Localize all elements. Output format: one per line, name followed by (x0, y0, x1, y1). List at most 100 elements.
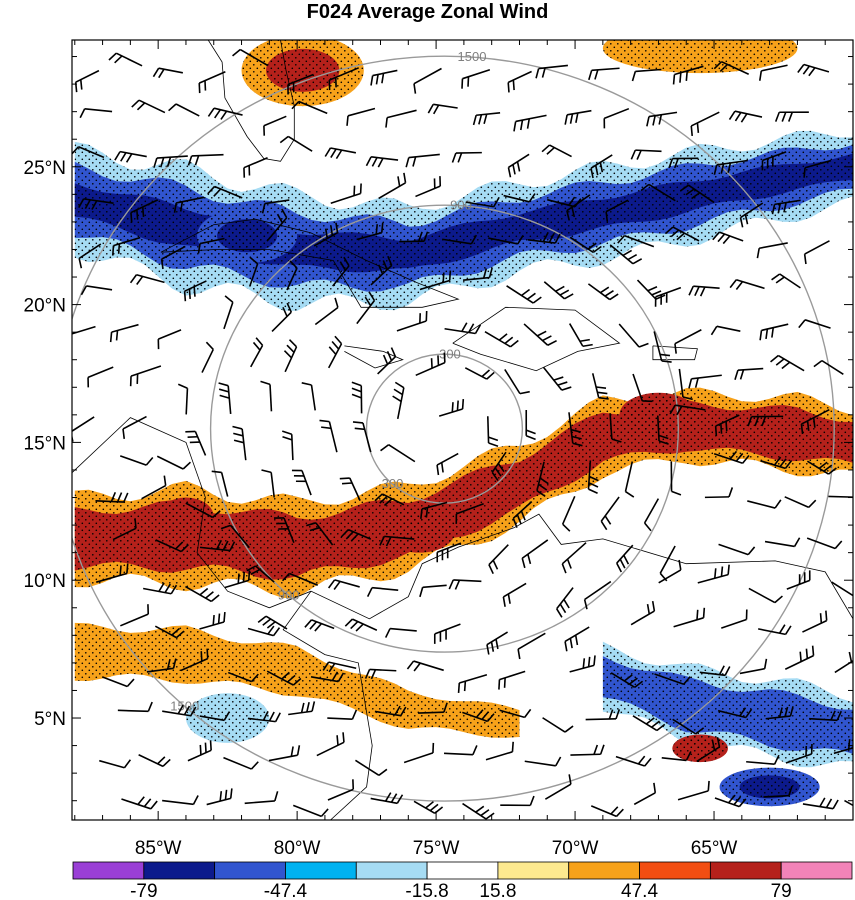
wind-barb (569, 236, 602, 254)
wind-barb (438, 398, 465, 417)
wind-barb (436, 452, 459, 476)
wind-barb (271, 302, 293, 332)
colorbar-swatch (497, 861, 570, 880)
wind-barb (415, 176, 442, 198)
wind-barb (310, 671, 345, 683)
wind-barb (291, 469, 312, 496)
wind-barb (306, 522, 334, 546)
wind-barb (384, 627, 417, 638)
wind-barb (486, 416, 499, 448)
wind-barb (72, 146, 105, 159)
wind-barb (232, 425, 247, 461)
lon-label: 75°W (413, 838, 460, 859)
wind-barb (678, 368, 693, 401)
wind-barb (119, 455, 154, 466)
wind-barb (418, 702, 448, 714)
wind-barb (784, 496, 817, 509)
wind-barb (455, 503, 484, 524)
wind-barb (764, 537, 801, 548)
wind-barb (442, 234, 478, 245)
wind-barb (802, 797, 839, 810)
wind-barb (465, 197, 500, 208)
wind-barb (502, 582, 527, 607)
wind-barb (605, 199, 629, 222)
wind-barb (615, 755, 652, 767)
wind-barb (143, 582, 178, 595)
wind-barb (260, 380, 273, 412)
wind-barb (653, 331, 672, 363)
wind-barb (813, 359, 844, 376)
wind-barb (327, 709, 358, 720)
wind-barb (712, 231, 744, 245)
wind-barb (618, 323, 649, 348)
wind-barb (444, 745, 478, 756)
wind-barb (800, 408, 830, 435)
northern-easterly-jet-stipple (74, 130, 853, 311)
wind-barb (457, 673, 488, 693)
wind-barb (185, 430, 207, 456)
florida-westerly-stipple (241, 40, 364, 107)
wind-barb (351, 381, 363, 414)
wind-barb (227, 671, 259, 683)
lat-label: 10°N (24, 571, 66, 592)
lon-label: 65°W (691, 838, 738, 859)
wind-barb (257, 615, 288, 630)
wind-barb (770, 354, 805, 372)
wind-barb (405, 153, 440, 168)
colorbar-label: -47.4 (264, 881, 308, 900)
map-title: F024 Average Zonal Wind (306, 1, 549, 23)
range-ring-1500 (72, 55, 835, 802)
sw-easterly-patch-stipple (185, 693, 270, 743)
wind-barb (87, 366, 114, 388)
lon-label: 70°W (552, 838, 599, 859)
wind-barb (322, 661, 357, 673)
wind-barb (78, 198, 114, 210)
wind-barb (433, 623, 461, 644)
wind-barb (760, 456, 793, 470)
wind-barb (771, 199, 801, 215)
wind-barb (211, 470, 229, 497)
wind-barb (806, 537, 843, 550)
wind-barb (461, 68, 491, 89)
wind-barb (588, 67, 620, 81)
colorbar-swatch (143, 861, 216, 880)
coastline-layer (72, 40, 853, 820)
wind-barb (120, 604, 150, 627)
wind-barb (746, 754, 780, 766)
wind-barb (590, 805, 624, 818)
wind-barb (111, 236, 141, 256)
wind-barb (603, 107, 630, 129)
wind-barb (714, 414, 740, 437)
wind-barb (247, 710, 281, 723)
ring-label-300: 300 (439, 346, 461, 361)
wind-barb (568, 323, 593, 348)
wind-barb (168, 103, 200, 117)
wind-barb (756, 242, 788, 259)
wind-barb (95, 563, 129, 583)
wind-barb (162, 704, 197, 717)
ring-label-300: 300 (382, 476, 404, 491)
wind-barb (499, 708, 532, 719)
wind-barb (507, 153, 530, 178)
wind-barb (346, 107, 376, 126)
ring-label-1500: 1500 (458, 49, 487, 64)
wind-barb (117, 701, 153, 713)
wind-barb (366, 586, 399, 597)
wind-barb (352, 421, 372, 453)
wind-barb (206, 788, 233, 806)
south-westerly-core-stipple (672, 734, 728, 763)
wind-barb (699, 665, 731, 677)
colorbar-swatch (355, 861, 428, 880)
wind-barb (301, 382, 316, 411)
wind-barb (831, 581, 853, 597)
wind-barb (370, 255, 393, 286)
wind-barb (286, 260, 298, 291)
colorbar-swatch (780, 861, 853, 880)
lon-label: 80°W (274, 838, 321, 859)
wind-barb (80, 285, 113, 296)
wind-barb (374, 493, 405, 507)
wind-barb (162, 795, 199, 806)
wind-barb (488, 235, 524, 245)
wind-barb (797, 63, 830, 77)
